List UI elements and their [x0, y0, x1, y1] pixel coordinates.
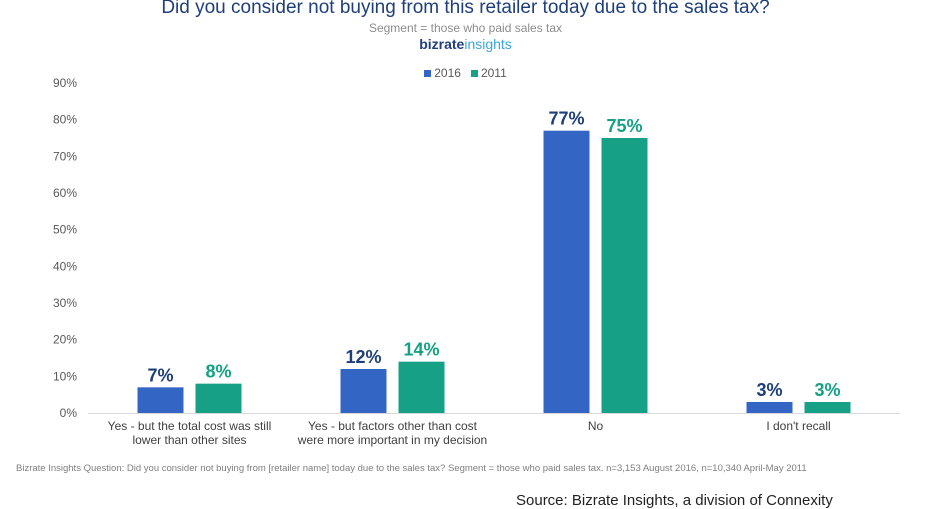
data-label-2016: 12%: [345, 347, 381, 367]
y-tick-label: 20%: [53, 333, 77, 347]
bar-2016: [137, 387, 184, 413]
y-tick-label: 60%: [53, 186, 77, 200]
y-tick-label: 80%: [53, 113, 77, 127]
data-label-2016: 77%: [548, 109, 584, 129]
bar-2016: [543, 130, 590, 413]
legend-swatch-2011: [470, 69, 478, 77]
bar-chart: 0% 10% 20% 30% 40% 50% 60% 70% 80% 90% 7% 8% Yes - b…: [53, 76, 900, 447]
bar-2011: [804, 402, 851, 413]
footnote: Bizrate Insights Question: Did you consi…: [16, 463, 807, 474]
brand-logo: bizrateinsights: [0, 36, 931, 52]
brand-logo-part2: insights: [464, 36, 512, 52]
bar-2016: [746, 402, 793, 413]
data-label-2011: 75%: [606, 116, 642, 136]
chart-subtitle: Segment = those who paid sales tax: [368, 21, 563, 35]
y-tick-label: 50%: [53, 223, 77, 237]
data-label-2011: 8%: [205, 362, 231, 382]
y-tick-label: 70%: [53, 149, 77, 163]
y-tick-label: 40%: [53, 259, 77, 273]
legend-item-2016: 2016: [424, 66, 461, 80]
legend: 2016 2011: [0, 66, 931, 80]
legend-label-2016: 2016: [434, 66, 461, 80]
y-tick-label: 90%: [53, 76, 77, 90]
data-label-2016: 7%: [147, 365, 173, 385]
chart-title: Did you consider not buying from this re…: [161, 0, 770, 18]
data-label-2016: 3%: [756, 380, 782, 400]
category-label: No: [588, 419, 604, 433]
brand-logo-part1: bizrate: [419, 36, 465, 52]
y-tick-label: 0%: [60, 406, 78, 420]
bar-2011: [601, 138, 648, 413]
category-label: Yes - but factors other than cost: [308, 419, 478, 433]
bar-2011: [398, 361, 445, 413]
legend-swatch-2016: [424, 69, 432, 77]
bar-2016: [340, 369, 387, 413]
legend-label-2011: 2011: [480, 66, 507, 80]
legend-item-2011: 2011: [470, 66, 507, 80]
y-tick-label: 10%: [53, 369, 77, 383]
data-label-2011: 14%: [403, 340, 439, 360]
source-credit: Source: Bizrate Insights, a division of …: [516, 492, 833, 509]
category-label: were more important in my decision: [297, 433, 487, 447]
category-label: I don't recall: [766, 419, 830, 433]
data-label-2011: 3%: [814, 380, 840, 400]
y-tick-label: 30%: [53, 296, 77, 310]
category-label: lower than other sites: [132, 433, 246, 447]
bar-2011: [195, 383, 242, 413]
category-label: Yes - but the total cost was still: [108, 419, 272, 433]
